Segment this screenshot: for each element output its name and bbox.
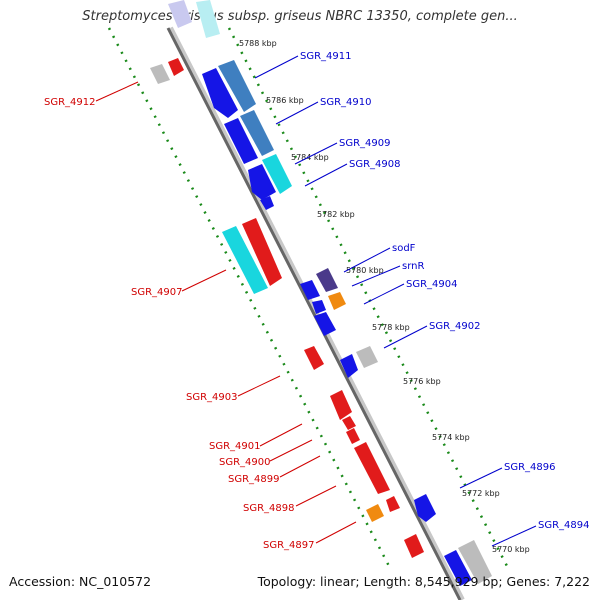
gene-label[interactable]: SGR_4907 bbox=[131, 287, 183, 298]
accession-label: Accession: NC_010572 bbox=[9, 574, 152, 589]
leader-line bbox=[459, 467, 503, 489]
gene-sgr4911-b bbox=[218, 60, 256, 112]
leader-line bbox=[95, 81, 139, 102]
tick-label: 5778 kbp bbox=[372, 323, 410, 332]
dotted-track-right bbox=[227, 27, 510, 569]
gene-sgr4902 bbox=[340, 354, 358, 378]
gene-sgr4903 bbox=[304, 346, 324, 370]
gene-sgr4901 bbox=[330, 390, 352, 420]
gene-label[interactable]: SGR_4904 bbox=[406, 279, 458, 290]
leader-line bbox=[279, 455, 321, 478]
gene-sgr4910-b bbox=[240, 110, 274, 156]
gene-sgr4908-small bbox=[260, 196, 274, 210]
leader-line bbox=[254, 55, 299, 79]
gene-label[interactable]: SGR_4897 bbox=[263, 540, 315, 551]
gene-sgr4912-red bbox=[168, 58, 184, 76]
gene-sgr4898 bbox=[386, 496, 400, 512]
gene-label[interactable]: SGR_4903 bbox=[186, 392, 238, 403]
dotted-track-left bbox=[107, 27, 392, 569]
gene-sgr4897-red bbox=[404, 534, 424, 558]
leader-line bbox=[304, 163, 348, 187]
leader-line bbox=[343, 247, 391, 273]
gene-srnR bbox=[300, 280, 320, 300]
gene-top-faded-2 bbox=[196, 0, 220, 38]
gene-sgr4904 bbox=[314, 312, 336, 336]
leader-line bbox=[181, 269, 227, 292]
leader-line bbox=[351, 265, 401, 287]
gene-sgr4904-small bbox=[312, 300, 326, 314]
gene-label[interactable]: SGR_4909 bbox=[339, 138, 391, 149]
tick-label: 5770 kbp bbox=[492, 545, 530, 554]
leader-line bbox=[275, 101, 319, 125]
gene-label[interactable]: SGR_4902 bbox=[429, 321, 481, 332]
gene-sgr4896 bbox=[414, 494, 436, 522]
leader-line bbox=[315, 521, 357, 544]
gene-sgr4911-a bbox=[202, 68, 238, 118]
gene-sgr4904-orange bbox=[328, 292, 346, 310]
leader-line bbox=[491, 525, 537, 547]
gene-label[interactable]: SGR_4912 bbox=[44, 97, 96, 108]
tick-label: 5782 kbp bbox=[317, 210, 355, 219]
gene-sgr4907-red bbox=[242, 218, 282, 286]
tick-label: 5772 kbp bbox=[462, 489, 500, 498]
gene-sodF bbox=[316, 268, 338, 292]
gene-sgr4902-gray bbox=[356, 346, 378, 368]
gene-top-faded-1 bbox=[168, 0, 192, 28]
gene-sgr4900 bbox=[342, 416, 356, 430]
gene-label[interactable]: SGR_4899 bbox=[228, 474, 280, 485]
leader-line bbox=[259, 423, 303, 447]
gene-sgr4912-gray bbox=[150, 64, 170, 84]
gene-sgr4897-orange bbox=[366, 504, 384, 522]
gene-sgr4907-cyan bbox=[222, 226, 268, 294]
gene-sgr4899 bbox=[354, 442, 390, 494]
gene-sgr4909 bbox=[262, 154, 292, 194]
gene-label[interactable]: SGR_4910 bbox=[320, 97, 372, 108]
gene-label[interactable]: SGR_4898 bbox=[243, 503, 295, 514]
gene-sgr4910-a bbox=[224, 118, 258, 164]
leader-line bbox=[383, 325, 428, 349]
tick-label: 5784 kbp bbox=[291, 153, 329, 162]
gene-label[interactable]: SGR_4911 bbox=[300, 51, 352, 62]
gene-label[interactable]: sodF bbox=[392, 243, 416, 254]
gene-label[interactable]: SGR_4901 bbox=[209, 441, 261, 452]
gene-label[interactable]: srnR bbox=[402, 261, 424, 272]
gene-label[interactable]: SGR_4896 bbox=[504, 462, 556, 473]
gene-sgr4894-gray bbox=[458, 540, 492, 584]
gene-label[interactable]: SGR_4900 bbox=[219, 457, 271, 468]
leader-line bbox=[237, 375, 281, 397]
gene-label[interactable]: SGR_4894 bbox=[538, 520, 590, 531]
leader-line bbox=[363, 283, 405, 305]
leader-line bbox=[269, 439, 313, 462]
gene-sgr4894-blue bbox=[444, 550, 472, 586]
tick-label: 5788 kbp bbox=[239, 39, 277, 48]
backbone bbox=[166, 27, 462, 600]
tick-label: 5786 kbp bbox=[266, 96, 304, 105]
gene-sgr4908 bbox=[248, 164, 276, 200]
gene-sgr4899-small bbox=[346, 428, 360, 444]
tick-label: 5776 kbp bbox=[403, 377, 441, 386]
gene-label[interactable]: SGR_4908 bbox=[349, 159, 401, 170]
leader-line bbox=[294, 142, 338, 165]
topology-summary: Topology: linear; Length: 8,545,929 bp; … bbox=[257, 574, 590, 589]
tick-label: 5780 kbp bbox=[346, 266, 384, 275]
tick-label: 5774 kbp bbox=[432, 433, 470, 442]
leader-line bbox=[295, 485, 337, 507]
